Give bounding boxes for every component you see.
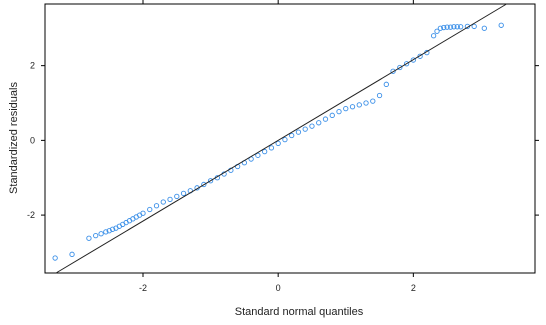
data-point <box>403 61 410 67</box>
x-axis-label: Standard normal quantiles <box>235 306 364 318</box>
data-point <box>201 181 207 188</box>
data-point <box>275 140 281 147</box>
data-point <box>410 57 416 63</box>
data-point <box>376 92 383 99</box>
data-point <box>309 123 315 129</box>
data-point <box>289 132 295 139</box>
data-point <box>434 28 440 34</box>
plot-border <box>44 3 536 274</box>
data-point <box>390 68 396 74</box>
data-point <box>282 136 288 143</box>
data-point <box>302 126 308 132</box>
data-point <box>454 24 460 30</box>
data-point <box>343 105 349 112</box>
data-point <box>383 81 389 87</box>
data-point <box>444 24 450 30</box>
data-point <box>458 24 464 30</box>
x-tick-label: 2 <box>411 283 416 293</box>
data-point <box>417 53 423 59</box>
y-axis-label: Standardized residuals <box>8 82 20 194</box>
data-point <box>498 22 504 28</box>
reference-line <box>55 3 507 274</box>
data-point <box>109 226 116 232</box>
data-point <box>160 199 166 205</box>
data-point <box>98 231 104 237</box>
data-point <box>262 148 268 155</box>
data-point <box>180 190 187 197</box>
data-point <box>268 145 275 151</box>
data-point <box>447 24 454 30</box>
data-point <box>481 25 487 31</box>
data-point <box>430 33 437 39</box>
data-point <box>437 25 444 31</box>
reference-line-layer <box>55 3 507 274</box>
data-point <box>255 152 261 158</box>
data-point <box>471 23 477 30</box>
data-point <box>451 24 457 30</box>
data-point <box>329 112 335 118</box>
data-point <box>441 24 447 31</box>
data-point <box>69 251 75 257</box>
data-point <box>370 98 376 104</box>
data-point <box>295 129 302 135</box>
data-point <box>103 229 109 235</box>
data-point <box>349 104 356 110</box>
data-point <box>397 64 403 71</box>
data-point <box>174 193 180 200</box>
data-point <box>322 116 329 122</box>
data-point <box>336 108 342 115</box>
y-tick-label: 2 <box>30 61 35 71</box>
data-point <box>363 100 369 106</box>
data-point <box>86 235 92 241</box>
x-tick-label: -2 <box>139 283 147 293</box>
data-point <box>140 210 146 216</box>
data-point <box>207 178 214 184</box>
axes-layer: -2 0 2 -2 0 2 <box>27 0 539 293</box>
data-point <box>167 196 173 203</box>
data-point <box>147 206 153 213</box>
data-point <box>356 102 362 108</box>
points-layer <box>52 22 504 261</box>
y-tick-label: 0 <box>30 135 35 145</box>
plot-panel <box>44 3 536 274</box>
data-point <box>153 203 160 209</box>
data-point <box>316 120 322 126</box>
data-point <box>93 232 99 239</box>
data-point <box>52 255 58 261</box>
x-tick-label: 0 <box>276 283 281 293</box>
y-tick-label: -2 <box>27 210 35 220</box>
